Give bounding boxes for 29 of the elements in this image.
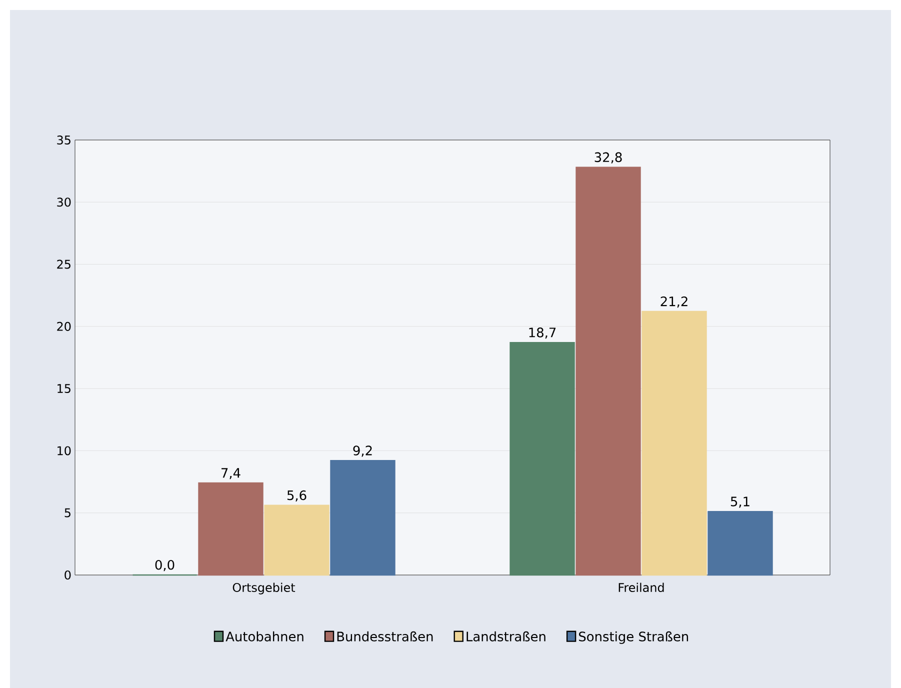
y-tick-label: 35 bbox=[57, 135, 70, 145]
legend-label: Landstraßen bbox=[466, 631, 546, 642]
data-label: 21,2 bbox=[660, 296, 688, 308]
legend-label: Sonstige Straßen bbox=[579, 631, 688, 644]
data-label: 18,7 bbox=[529, 328, 556, 339]
y-tick-label: 15 bbox=[58, 384, 70, 394]
bar bbox=[510, 342, 575, 576]
legend-label: Bundesstraßen bbox=[337, 631, 433, 642]
y-tick-label: 25 bbox=[57, 260, 70, 269]
data-label: 5,6 bbox=[287, 490, 306, 502]
bar bbox=[198, 482, 264, 576]
bar bbox=[642, 310, 707, 576]
data-label: 5,1 bbox=[730, 496, 750, 508]
bar bbox=[264, 504, 330, 576]
y-tick-label: 10 bbox=[58, 446, 71, 456]
data-label: 7,4 bbox=[222, 468, 240, 480]
data-label: 32,8 bbox=[594, 152, 622, 164]
y-tick-label: 0 bbox=[64, 570, 71, 580]
legend-label: Autobahnen bbox=[226, 631, 304, 642]
data-label: 0,0 bbox=[155, 560, 174, 572]
x-tick-label: Ortsgebiet bbox=[232, 582, 296, 594]
bar bbox=[708, 511, 773, 576]
y-tick-label: 5 bbox=[64, 508, 70, 518]
y-tick-label: 20 bbox=[57, 322, 71, 331]
x-tick-label: Freiland bbox=[618, 582, 664, 592]
bar bbox=[576, 166, 641, 576]
bar bbox=[330, 460, 396, 576]
data-label: 9,2 bbox=[353, 446, 372, 457]
y-tick-label: 30 bbox=[57, 198, 71, 207]
